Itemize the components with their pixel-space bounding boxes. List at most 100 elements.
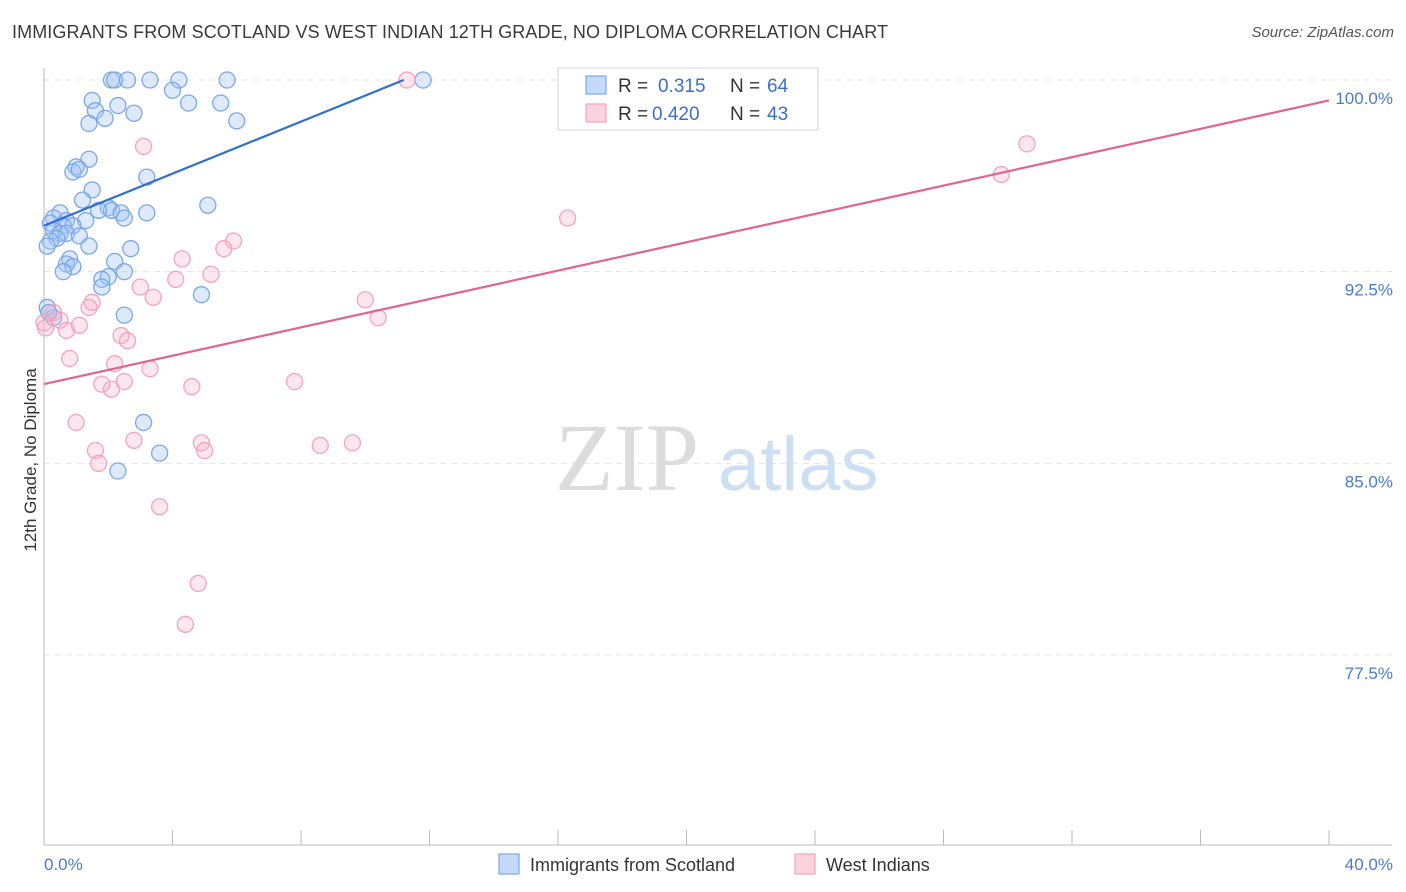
stats-r-label-2: R =	[618, 104, 648, 125]
point-s0-3[interactable]	[141, 71, 159, 89]
point-s1-1[interactable]	[1018, 135, 1036, 153]
point-s1-31[interactable]	[67, 413, 85, 432]
point-s0-61[interactable]	[109, 462, 127, 480]
watermark-atlas: atlas	[718, 422, 879, 507]
y-tick-label-0: 100.0%	[1335, 89, 1393, 108]
point-s0-51[interactable]	[115, 263, 133, 281]
point-s1-40[interactable]	[189, 574, 207, 593]
point-s0-34[interactable]	[115, 209, 133, 227]
source-label: Source: ZipAtlas.com	[1251, 24, 1394, 41]
point-s1-7[interactable]	[173, 250, 191, 268]
stats-r-value-2: 0.420	[652, 104, 700, 125]
point-s0-11[interactable]	[109, 96, 127, 115]
point-s0-24[interactable]	[199, 196, 217, 214]
chart-title: IMMIGRANTS FROM SCOTLAND VS WEST INDIAN …	[12, 22, 889, 42]
stats-swatch-scotland	[585, 75, 607, 95]
point-s1-9[interactable]	[167, 270, 185, 288]
point-s1-34[interactable]	[343, 434, 362, 452]
y-tick-label-2: 85.0%	[1345, 472, 1393, 491]
point-s1-2[interactable]	[134, 137, 153, 156]
stats-n-label-1: N =	[730, 76, 760, 97]
point-s0-4[interactable]	[170, 71, 188, 89]
point-s0-9[interactable]	[179, 94, 198, 112]
point-s1-13[interactable]	[83, 293, 101, 311]
point-s0-14[interactable]	[96, 109, 114, 127]
legend-label-west-indians[interactable]: West Indians	[826, 855, 930, 875]
point-s0-5[interactable]	[218, 71, 236, 89]
y-tick-label-3: 77.5%	[1345, 664, 1393, 683]
point-s1-42[interactable]	[36, 319, 55, 337]
point-s0-2[interactable]	[118, 71, 137, 89]
point-s0-45[interactable]	[38, 237, 56, 255]
point-s1-14[interactable]	[80, 298, 98, 317]
point-s1-29[interactable]	[183, 378, 201, 396]
point-s0-44[interactable]	[80, 237, 98, 255]
stats-n-value-1: 64	[767, 76, 789, 97]
point-s1-41[interactable]	[176, 615, 195, 633]
series-legend: Immigrants from Scotland West Indians	[498, 853, 930, 875]
point-s1-12[interactable]	[356, 291, 374, 309]
point-s1-28[interactable]	[93, 375, 111, 393]
point-s0-46[interactable]	[122, 240, 140, 258]
axes	[43, 68, 1392, 846]
point-s1-19[interactable]	[70, 316, 88, 334]
series-1-points	[35, 71, 1036, 633]
y-axis-label: 12th Grade, No Diploma	[21, 368, 40, 552]
legend-label-scotland[interactable]: Immigrants from Scotland	[530, 855, 735, 875]
point-s0-15[interactable]	[80, 114, 98, 133]
point-s1-4[interactable]	[558, 209, 577, 227]
point-s0-56[interactable]	[192, 286, 211, 304]
y-tick-label-1: 92.5%	[1345, 281, 1393, 300]
point-s0-57[interactable]	[115, 306, 133, 324]
point-s1-6[interactable]	[215, 240, 233, 258]
series-0-points	[38, 71, 432, 480]
point-s0-50[interactable]	[64, 257, 82, 276]
point-s1-25[interactable]	[141, 360, 159, 378]
point-s1-20[interactable]	[57, 321, 76, 340]
point-s0-16[interactable]	[228, 112, 246, 130]
point-s0-59[interactable]	[134, 413, 153, 432]
point-s0-20[interactable]	[70, 160, 88, 179]
point-s1-0[interactable]	[398, 71, 416, 89]
point-s0-55[interactable]	[93, 278, 111, 296]
legend-swatch-scotland[interactable]	[498, 853, 520, 875]
point-s1-36[interactable]	[86, 441, 105, 460]
x-tick-label-0: 0.0%	[44, 855, 83, 874]
point-s0-29[interactable]	[138, 204, 156, 222]
point-s0-40[interactable]	[57, 224, 76, 242]
point-s0-60[interactable]	[150, 444, 169, 462]
point-s0-6[interactable]	[414, 71, 432, 89]
point-s0-18[interactable]	[67, 158, 85, 176]
point-s0-28[interactable]	[112, 204, 130, 222]
point-s0-10[interactable]	[212, 94, 230, 112]
point-s0-52[interactable]	[54, 263, 72, 281]
stats-r-value-1: 0.315	[658, 76, 706, 97]
trend-line-0	[43, 78, 405, 227]
point-s0-13[interactable]	[125, 104, 143, 122]
point-s1-8[interactable]	[202, 265, 220, 283]
point-s1-11[interactable]	[144, 288, 162, 306]
point-s1-23[interactable]	[61, 349, 79, 368]
point-s0-33[interactable]	[77, 211, 95, 230]
point-s1-35[interactable]	[311, 436, 329, 455]
point-s0-23[interactable]	[73, 191, 92, 209]
point-s1-10[interactable]	[131, 278, 150, 296]
point-s1-32[interactable]	[125, 431, 143, 449]
point-s1-39[interactable]	[150, 498, 169, 516]
point-s0-43[interactable]	[41, 232, 60, 250]
stats-r-label-1: R =	[618, 76, 648, 97]
point-s0-8[interactable]	[83, 91, 101, 110]
point-s1-37[interactable]	[195, 441, 214, 460]
grid-lines	[44, 79, 1392, 656]
point-s1-26[interactable]	[115, 372, 133, 391]
legend-swatch-west-indians[interactable]	[794, 853, 816, 875]
point-s0-7[interactable]	[163, 81, 182, 99]
point-s1-38[interactable]	[89, 454, 108, 472]
point-s1-27[interactable]	[285, 372, 304, 391]
point-s0-1[interactable]	[106, 71, 124, 89]
stats-n-value-2: 43	[767, 104, 788, 125]
point-s1-22[interactable]	[118, 332, 137, 350]
point-s1-30[interactable]	[102, 380, 121, 398]
watermark-zip: ZIP	[555, 404, 699, 511]
